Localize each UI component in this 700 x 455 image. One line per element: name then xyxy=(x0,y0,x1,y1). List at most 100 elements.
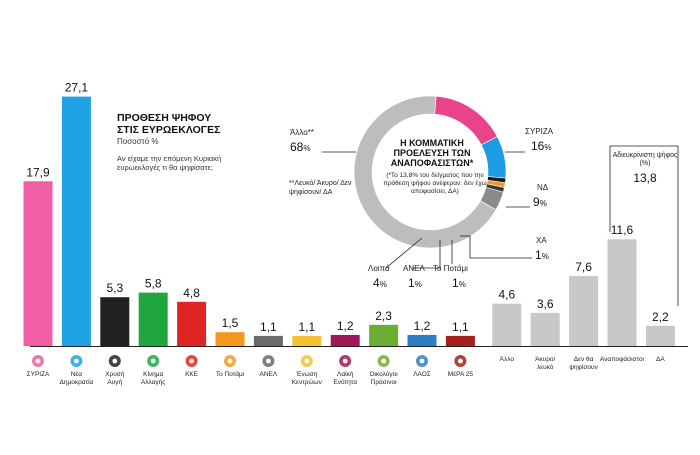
potami-logo-icon xyxy=(224,355,236,367)
bar-category-label: Δημοκρατία xyxy=(60,378,94,386)
bar xyxy=(569,276,599,346)
pie-value-potami: 1% xyxy=(452,276,466,290)
bar-category-label: ΑΝΕΛ xyxy=(260,371,278,378)
bar-category-label: λευκό xyxy=(537,363,554,371)
bar-value-label: 4,6 xyxy=(498,288,515,302)
bar xyxy=(177,301,207,346)
bar-value-label: 1,2 xyxy=(414,319,431,333)
bar xyxy=(61,96,91,347)
pie-label-allo: Άλλο** xyxy=(290,128,314,137)
kke-logo-icon xyxy=(185,355,198,367)
bar-category-label: ΣΥΡΙΖΑ xyxy=(27,371,50,378)
nd-logo-icon xyxy=(70,355,83,367)
enosi-kentroon-logo-icon xyxy=(300,355,313,367)
kinal-logo-icon xyxy=(147,355,160,367)
bar-value-label: 2,2 xyxy=(652,310,669,324)
bar-value-label: 7,6 xyxy=(575,260,592,274)
bar-category-label: Κίνημα xyxy=(143,370,163,378)
bar xyxy=(292,335,322,346)
pie-value-loipa: 4% xyxy=(373,276,387,290)
golden-dawn-logo-icon xyxy=(108,355,121,367)
leader-line xyxy=(412,240,441,269)
bar-value-label: 27,1 xyxy=(65,81,89,95)
bar-category-label: Πράσινοι xyxy=(371,378,397,386)
bar xyxy=(215,332,245,346)
bar xyxy=(645,325,675,346)
bar-category-label: ΜέΡΑ 25 xyxy=(448,370,474,378)
undecided-label: Αδιευκρίνιστη ψήφος (%) xyxy=(612,152,678,167)
bar-category-label: Λαϊκή xyxy=(337,371,354,378)
bar xyxy=(100,297,130,346)
bar-category-label: Δεν θα xyxy=(574,356,594,363)
donut-note: (*Το 13,8% του δείγματος που την πρόθεση… xyxy=(383,172,487,195)
donut-slice xyxy=(353,95,497,249)
pie-value-xa: 1% xyxy=(535,248,549,262)
donut-title: Η ΚΟΜΜΑΤΙΚΗ ΠΡΟΕΛΕΥΣΗ ΤΩΝ ΑΝΑΠΟΦΑΣΙΣΤΩΝ* xyxy=(390,138,474,168)
undecided-bracket xyxy=(609,145,679,306)
syriza-logo-icon xyxy=(32,355,44,367)
survey-question: Αν είχαμε την επόμενη Κυριακή ευρωεκλογέ… xyxy=(117,154,222,172)
bar-category-label: Άκυρο/ xyxy=(535,356,555,363)
bar-category-label: ΚΚΕ xyxy=(185,371,199,378)
bar-category-label: ΔΑ xyxy=(656,356,665,363)
bar-value-label: 1,2 xyxy=(337,319,354,333)
bar-value-label: 1,1 xyxy=(298,320,315,334)
bar xyxy=(530,312,560,346)
bar-value-label: 1,1 xyxy=(260,320,277,334)
bar-category-label: Αυγή xyxy=(107,379,122,386)
bar xyxy=(330,334,360,346)
leader-line xyxy=(385,237,423,269)
bar-category-label: Ενότητα xyxy=(333,378,357,386)
ecologists-greens-logo-icon xyxy=(377,355,390,367)
bar-value-label: 1,1 xyxy=(452,320,469,334)
bar-category-label: Αναποφάσιστοι xyxy=(600,355,645,363)
pie-label-potami: Το Ποτάμι xyxy=(433,264,468,273)
bar xyxy=(407,334,437,346)
bar-value-label: 5,8 xyxy=(145,277,162,291)
bar-value-label: 1,5 xyxy=(222,316,239,330)
bar-category-label: Χρυσή xyxy=(105,371,125,378)
bar-category-label: Νέα xyxy=(71,370,83,378)
pie-value-syriza: 16% xyxy=(531,139,552,153)
laiki-enotita-logo-icon xyxy=(339,355,352,367)
bar-value-label: 3,6 xyxy=(537,297,554,311)
bar xyxy=(607,239,637,346)
bar-value-label: 4,8 xyxy=(183,286,200,300)
anel-logo-icon xyxy=(262,355,275,367)
bar xyxy=(369,324,399,346)
bar xyxy=(138,292,168,346)
pie-value-anel: 1% xyxy=(408,276,422,290)
pie-value-nd: 9% xyxy=(533,195,547,209)
bar xyxy=(445,335,475,346)
pie-label-xa: ΧΑ xyxy=(536,236,547,245)
bar xyxy=(23,181,53,346)
pie-label-loipa: Λοιπά xyxy=(368,264,390,273)
pie-value-allo: 68% xyxy=(290,140,311,154)
undecided-value: 13,8 xyxy=(633,171,657,185)
bar xyxy=(492,303,522,346)
donut-chart xyxy=(353,95,507,249)
bar-category-label: Το Ποτάμι xyxy=(216,370,245,378)
bar-category-label: Ένωση xyxy=(295,371,317,378)
bar-category-label: Κεντρώων xyxy=(292,378,322,386)
bar xyxy=(253,335,283,346)
bar-category-label: Οικολόγοι xyxy=(369,370,398,378)
bar-value-label: 2,3 xyxy=(375,309,392,323)
bar-category-label: Άλλο xyxy=(500,356,515,363)
bar-value-label: 5,3 xyxy=(106,281,123,295)
mera25-logo-icon xyxy=(454,355,467,367)
bar-value-label: 17,9 xyxy=(26,165,50,179)
chart-subtitle: Ποσοστό % xyxy=(117,137,159,146)
bar-category-label: Αλλαγής xyxy=(141,379,166,386)
pie-label-anel: ΑΝΕΛ xyxy=(403,264,425,273)
pie-label-nd: ΝΔ xyxy=(537,183,549,192)
pie-footnote: **Λευκό/ Άκυρο/ Δεν ψηφίσουν/ ΔΑ xyxy=(289,180,352,196)
bar-category-label: ΛΑΟΣ xyxy=(413,371,431,378)
bar-value-label: 11,6 xyxy=(611,223,634,237)
leader-line xyxy=(460,235,532,259)
laos-logo-icon xyxy=(416,355,428,367)
bracket-line xyxy=(609,145,679,306)
chart-title: ΠΡΟΘΕΣΗ ΨΗΦΟΥ ΣΤΙΣ ΕΥΡΩΕΚΛΟΓΕΣ xyxy=(117,112,221,136)
